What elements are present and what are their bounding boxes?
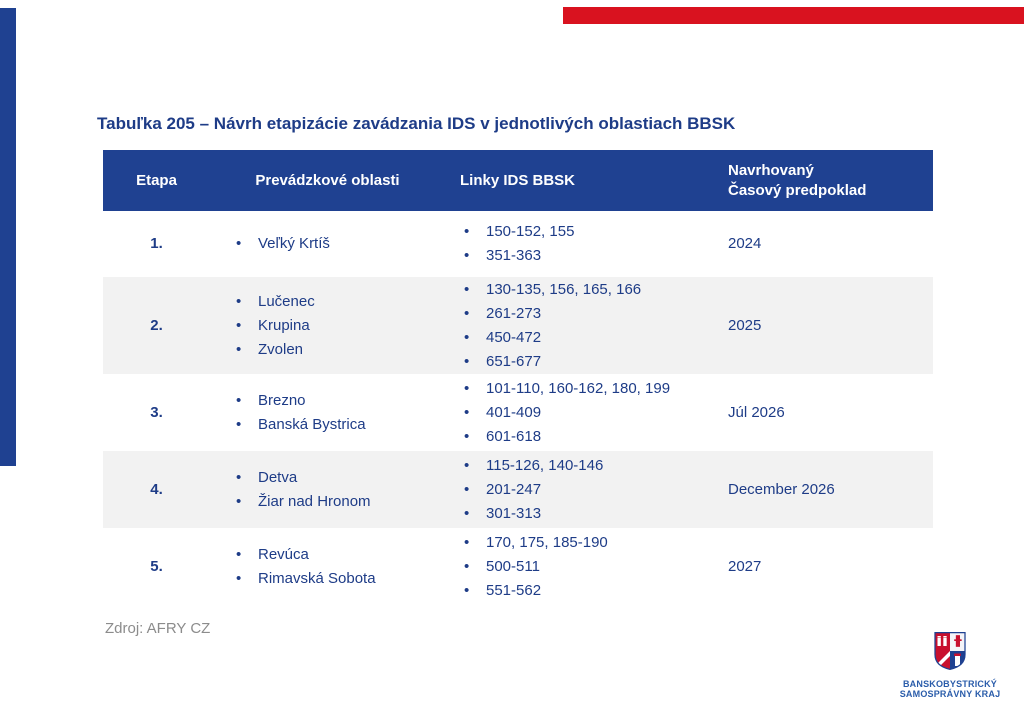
page-title: Tabuľka 205 – Návrh etapizácie zavádzani… <box>97 114 736 134</box>
etapa-cell: 4. <box>150 480 163 498</box>
linka-item: 450-472 <box>460 326 710 350</box>
cas-cell: 2024 <box>728 235 762 252</box>
header-linky: Linky IDS BBSK <box>460 171 576 189</box>
etapizacia-table: Etapa Prevádzkové oblasti Linky IDS BBSK… <box>103 150 933 605</box>
header-cas-line1: Navrhovaný <box>728 161 814 179</box>
cas-cell: Júl 2026 <box>728 403 785 421</box>
header-cas: Navrhovaný Časový predpoklad <box>710 150 933 211</box>
oblasti-cell: Veľký Krtíš <box>210 211 445 277</box>
linka-item: 101-110, 160-162, 180, 199 <box>460 377 710 401</box>
linka-item: 351-363 <box>460 244 710 268</box>
etapa-cell: 3. <box>150 403 163 421</box>
linka-item: 115-126, 140-146 <box>460 454 710 478</box>
linky-cell: 115-126, 140-146 201-247 301-313 <box>445 451 710 528</box>
table-row-4: 4. Detva Žiar nad Hronom 115-126, 140-14… <box>103 451 933 528</box>
coat-of-arms-icon <box>933 632 967 675</box>
oblast-item: Lučenec <box>232 290 445 314</box>
oblast-item: Zvolen <box>232 338 445 362</box>
oblast-item: Veľký Krtíš <box>232 232 445 256</box>
linky-cell: 150-152, 155 351-363 <box>445 211 710 277</box>
linka-item: 201-247 <box>460 478 710 502</box>
top-accent-bar <box>563 7 1024 24</box>
cas-cell: 2027 <box>728 557 762 575</box>
oblast-item: Krupina <box>232 314 445 338</box>
linka-item: 601-618 <box>460 425 710 449</box>
oblast-item: Rimavská Sobota <box>232 567 445 591</box>
linka-item: 651-677 <box>460 350 710 374</box>
header-cas-line2: Časový predpoklad <box>728 181 867 199</box>
oblasti-cell: Lučenec Krupina Zvolen <box>210 277 445 374</box>
linka-item: 150-152, 155 <box>460 220 710 244</box>
cas-cell: 2025 <box>728 316 762 334</box>
oblasti-cell: Revúca Rimavská Sobota <box>210 528 445 605</box>
logo-text-line2: SAMOSPRÁVNY KRAJ <box>899 689 1001 699</box>
linky-cell: 101-110, 160-162, 180, 199 401-409 601-6… <box>445 374 710 451</box>
oblast-item: Žiar nad Hronom <box>232 490 445 514</box>
linka-item: 401-409 <box>460 401 710 425</box>
oblast-item: Banská Bystrica <box>232 413 445 437</box>
cas-cell: December 2026 <box>728 480 835 498</box>
oblast-item: Revúca <box>232 543 445 567</box>
header-etapa: Etapa <box>136 171 177 189</box>
table-header-row: Etapa Prevádzkové oblasti Linky IDS BBSK… <box>103 150 933 211</box>
linka-item: 130-135, 156, 165, 166 <box>460 278 710 302</box>
etapa-cell: 2. <box>150 316 163 334</box>
oblast-item: Brezno <box>232 389 445 413</box>
linka-item: 261-273 <box>460 302 710 326</box>
table-row-5: 5. Revúca Rimavská Sobota 170, 175, 185-… <box>103 528 933 605</box>
table-row-3: 3. Brezno Banská Bystrica 101-110, 160-1… <box>103 374 933 451</box>
linky-cell: 170, 175, 185-190 500-511 551-562 <box>445 528 710 605</box>
linka-item: 551-562 <box>460 579 710 603</box>
etapa-cell: 5. <box>150 557 163 575</box>
bbsk-logo: BANSKOBYSTRICKÝ SAMOSPRÁVNY KRAJ <box>898 631 1002 699</box>
etapa-cell: 1. <box>150 235 163 252</box>
logo-text-line1: BANSKOBYSTRICKÝ <box>902 679 997 689</box>
header-oblasti: Prevádzkové oblasti <box>255 171 400 189</box>
source-note: Zdroj: AFRY CZ <box>105 620 211 637</box>
linka-item: 500-511 <box>460 555 710 579</box>
linka-item: 170, 175, 185-190 <box>460 531 710 555</box>
oblasti-cell: Brezno Banská Bystrica <box>210 374 445 451</box>
table-row-1: 1. Veľký Krtíš 150-152, 155 351-363 2024 <box>103 211 933 277</box>
linka-item: 301-313 <box>460 502 710 526</box>
oblast-item: Detva <box>232 466 445 490</box>
left-accent-bar <box>0 8 16 466</box>
table-row-2: 2. Lučenec Krupina Zvolen 130-135, 156, … <box>103 277 933 374</box>
oblasti-cell: Detva Žiar nad Hronom <box>210 451 445 528</box>
linky-cell: 130-135, 156, 165, 166 261-273 450-472 6… <box>445 277 710 374</box>
